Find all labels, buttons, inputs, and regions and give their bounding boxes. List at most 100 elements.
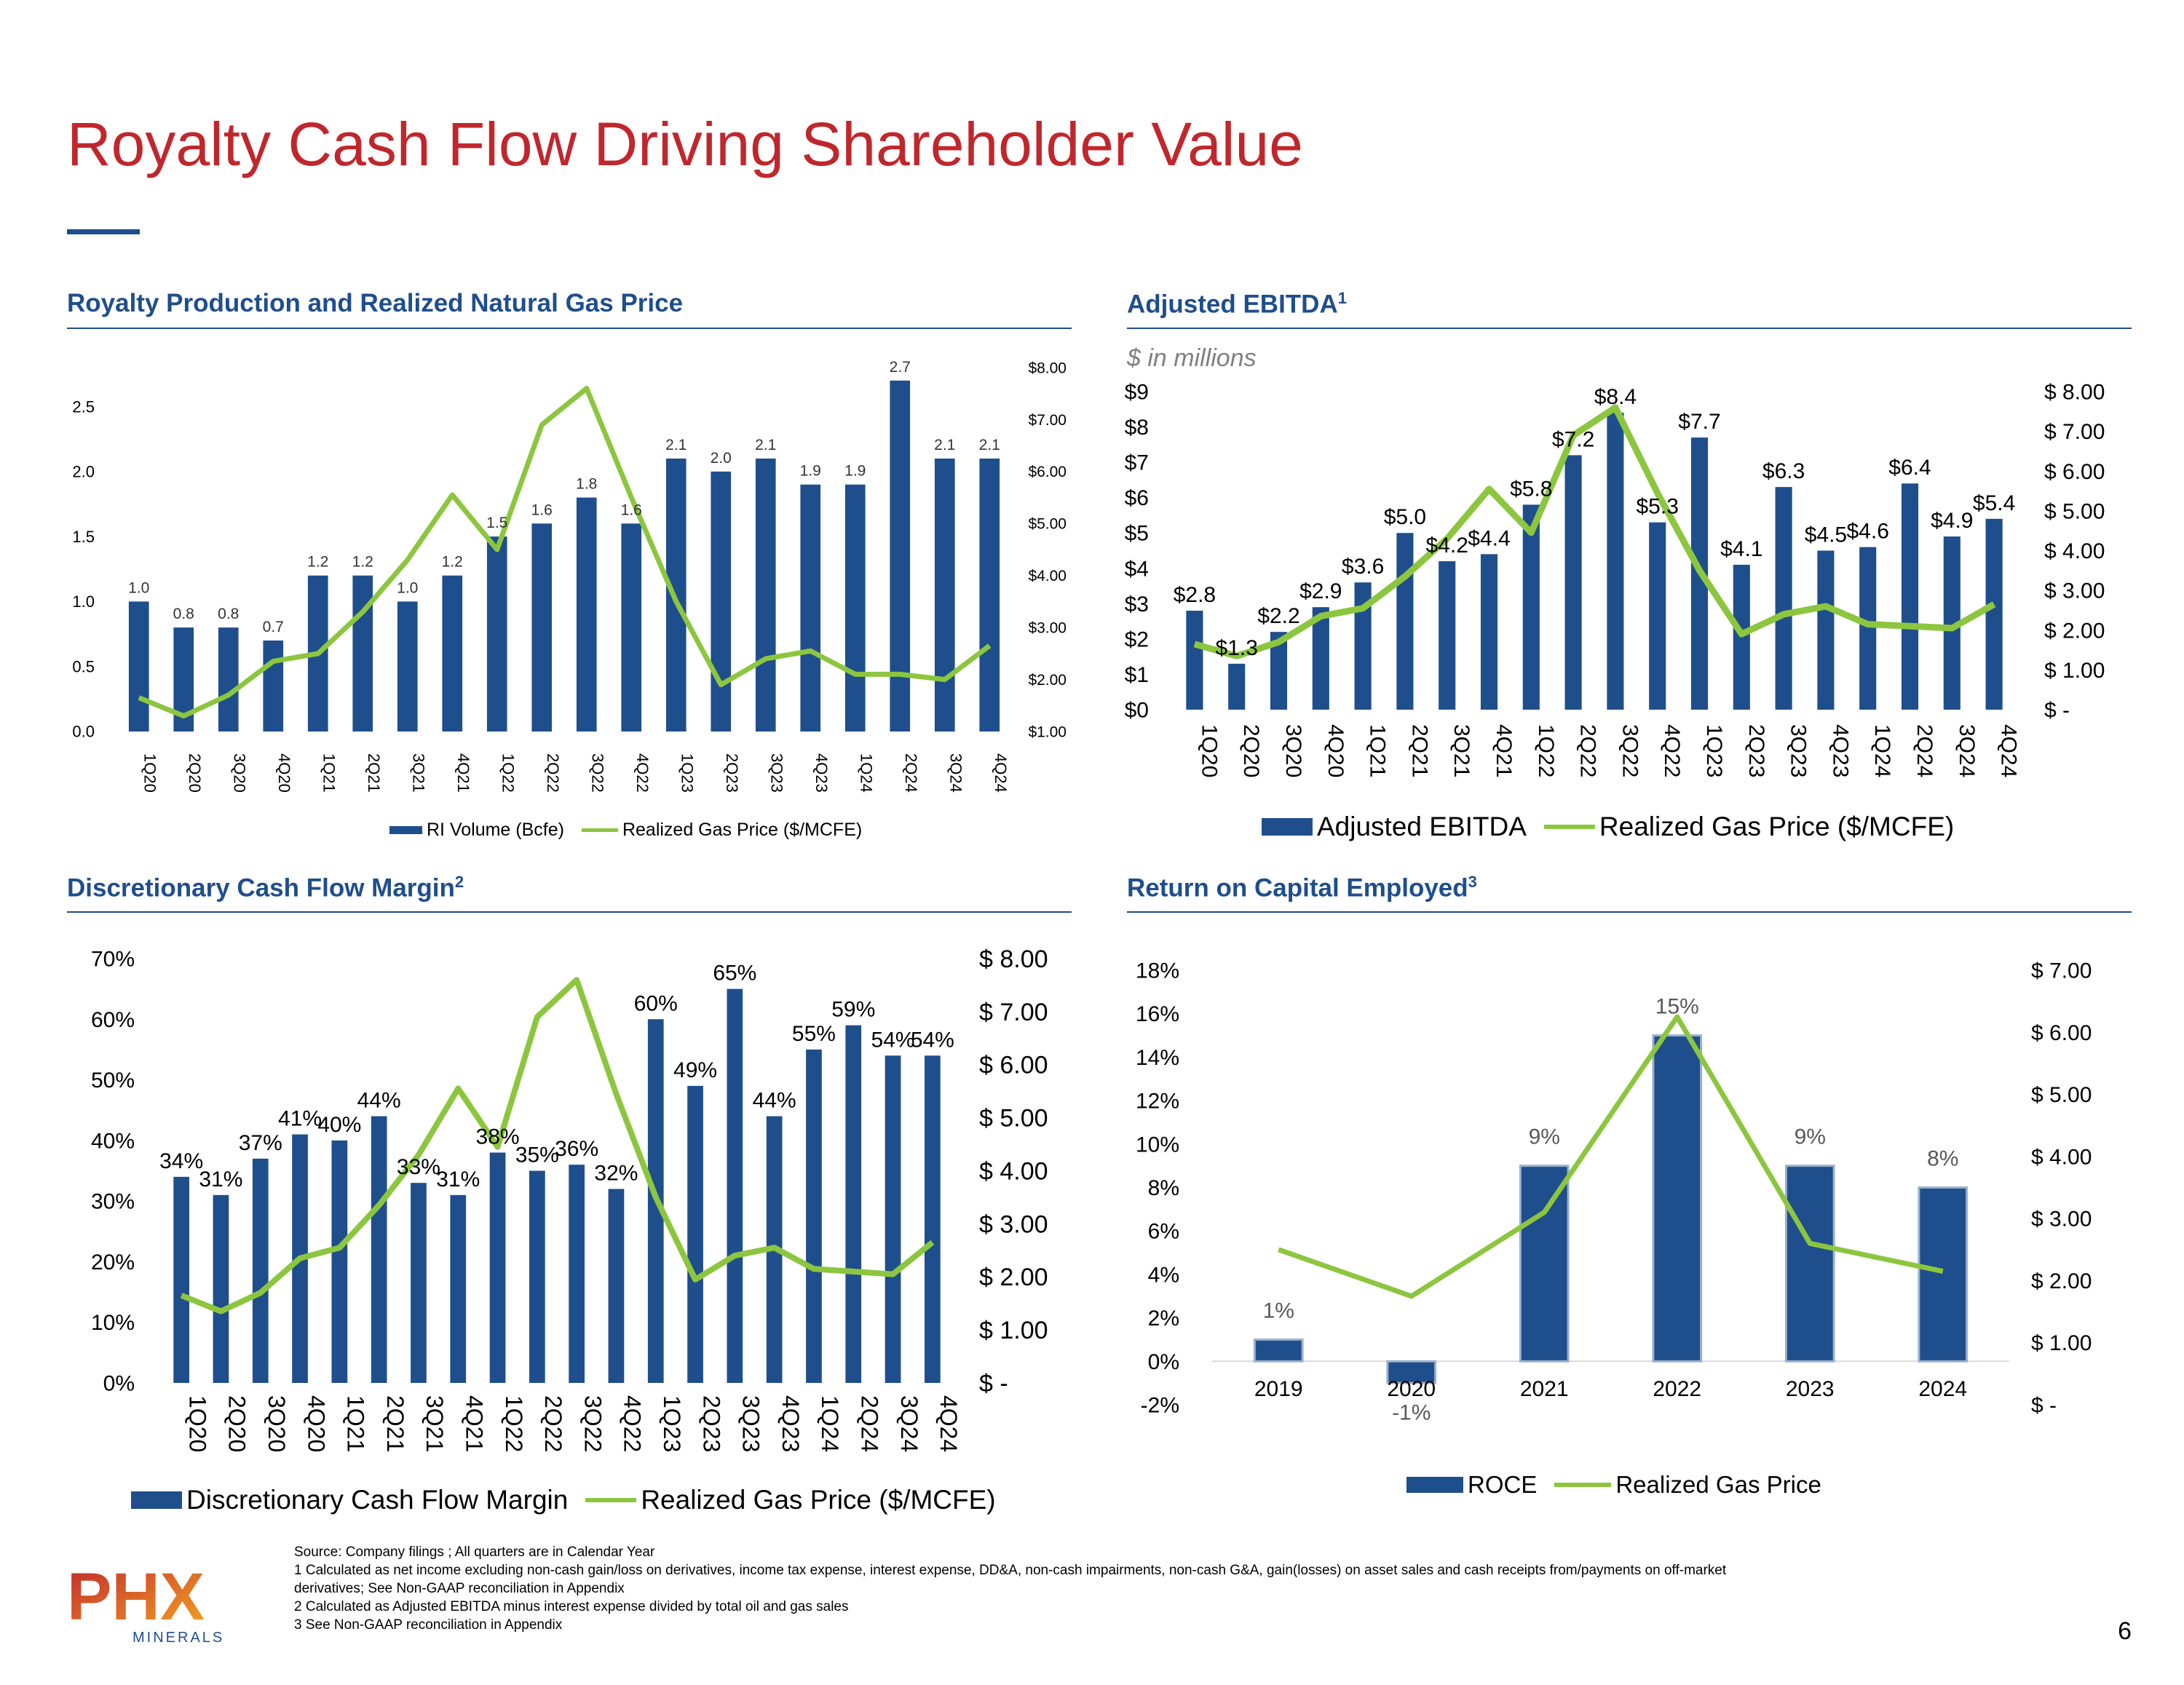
c3-x-tick: 4Q21	[461, 1395, 487, 1452]
c2-bar	[1817, 550, 1835, 710]
chart3-title-rule	[67, 911, 1072, 913]
c3-x-tick: 4Q22	[620, 1395, 646, 1452]
c2-x-tick: 4Q21	[1492, 724, 1516, 777]
c1-data-label: 1.9	[844, 463, 866, 480]
chart2-legend: Adjusted EBITDA Realized Gas Price ($/MC…	[1262, 812, 1971, 842]
c1-bar	[979, 459, 1000, 732]
c2-bar	[1649, 522, 1666, 710]
chart1-title: Royalty Production and Realized Natural …	[67, 289, 684, 317]
c2-data-label: $2.2	[1257, 604, 1299, 628]
c2-data-label: $4.1	[1720, 537, 1762, 561]
c4-x-tick: 2023	[1786, 1377, 1835, 1401]
c1-bar	[263, 641, 284, 732]
c3-x-tick: 2Q21	[382, 1395, 408, 1452]
c1-bar	[800, 484, 821, 732]
c1-y-left-tick: 1.5	[72, 528, 95, 546]
c3-y-left-tick: 0%	[103, 1372, 135, 1396]
c2-bar	[1439, 561, 1456, 710]
c2-x-tick: 2Q21	[1407, 724, 1431, 777]
c2-data-label: $7.2	[1552, 427, 1594, 451]
c2-x-tick: 4Q22	[1660, 724, 1684, 777]
c3-data-label: 55%	[792, 1022, 836, 1046]
c2-data-label: $5.3	[1637, 495, 1679, 519]
c3-bar	[727, 988, 743, 1383]
c3-x-tick: 2Q23	[698, 1395, 724, 1452]
c1-y-left-tick: 2.0	[72, 463, 95, 481]
c2-data-label: $5.0	[1384, 505, 1426, 529]
c3-bar	[608, 1189, 625, 1383]
c2-y-left-tick: $2	[1125, 627, 1149, 651]
chart1-legend-line: Realized Gas Price ($/MCFE)	[581, 820, 862, 841]
c4-y-right-tick: $ 5.00	[2031, 1083, 2092, 1107]
c1-x-tick: 2Q21	[365, 753, 383, 793]
c2-x-tick: 1Q24	[1870, 724, 1894, 777]
c1-data-label: 2.7	[890, 359, 911, 376]
c3-y-right-tick: $ 8.00	[979, 945, 1048, 973]
c4-x-tick: 2022	[1653, 1377, 1701, 1401]
c1-bar	[755, 459, 776, 732]
c4-y-left-tick: 16%	[1136, 1002, 1179, 1026]
c3-data-label: 35%	[515, 1143, 559, 1167]
chart4-title: Return on Capital Employed3	[1127, 873, 1477, 903]
c4-y-right-tick: $ 3.00	[2031, 1208, 2092, 1232]
c1-data-label: 1.2	[307, 554, 328, 571]
c1-data-label: 1.0	[397, 579, 418, 596]
c2-x-tick: 1Q22	[1534, 724, 1558, 777]
c2-y-right-tick: $ 6.00	[2044, 460, 2105, 484]
chart2-legend-bar: Adjusted EBITDA	[1262, 812, 1527, 842]
c1-x-tick: 1Q20	[141, 753, 159, 793]
c3-bar	[173, 1176, 190, 1383]
c4-data-label: -1%	[1392, 1400, 1431, 1424]
c2-bar	[1396, 533, 1414, 710]
c1-data-label: 1.2	[442, 554, 463, 571]
c3-data-label: 54%	[911, 1028, 954, 1052]
c2-data-label: $7.7	[1678, 410, 1720, 434]
c2-x-tick: 3Q21	[1449, 724, 1473, 777]
c1-data-label: 0.8	[173, 606, 194, 622]
c3-x-tick: 3Q23	[738, 1395, 764, 1452]
c1-bar	[621, 523, 642, 732]
c1-data-label: 0.8	[218, 606, 239, 622]
c2-bar	[1480, 554, 1498, 710]
c2-y-right-tick: $ 4.00	[2044, 539, 2105, 563]
c1-data-label: 1.5	[486, 515, 507, 531]
c1-y-left-tick: 0.0	[72, 723, 95, 741]
c2-data-label: $3.6	[1342, 555, 1384, 579]
c1-x-tick: 4Q22	[633, 753, 652, 793]
c3-x-tick: 1Q20	[184, 1395, 210, 1452]
chart3-legend: Discretionary Cash Flow Margin Realized …	[131, 1485, 1013, 1515]
phx-logo: PHX MINERALS	[67, 1560, 249, 1647]
c2-x-tick: 2Q22	[1576, 724, 1600, 777]
c4-y-left-tick: -2%	[1141, 1394, 1179, 1418]
chart3-title: Discretionary Cash Flow Margin2	[67, 873, 464, 903]
c1-bar	[576, 497, 597, 732]
c2-x-tick: 4Q24	[1997, 724, 2021, 777]
c3-y-right-tick: $ 4.00	[979, 1157, 1048, 1185]
chart1-legend-bar: RI Volume (Bcfe)	[389, 820, 564, 841]
c2-y-left-tick: $5	[1125, 522, 1149, 546]
c2-y-right-tick: $ -	[2044, 699, 2070, 723]
c3-data-label: 54%	[871, 1028, 915, 1052]
c1-y-right-tick: $4.00	[1028, 568, 1067, 584]
c3-data-label: 38%	[476, 1125, 520, 1149]
c2-bar	[1564, 455, 1582, 710]
chart1-legend: RI Volume (Bcfe) Realized Gas Price ($/M…	[389, 820, 879, 841]
c2-bar	[1186, 611, 1203, 710]
c4-y-right-tick: $ 1.00	[2031, 1331, 2092, 1355]
c3-data-label: 32%	[594, 1161, 638, 1185]
c2-bar	[1270, 632, 1288, 710]
c2-y-left-tick: $1	[1125, 663, 1149, 687]
chart2-legend-line: Realized Gas Price ($/MCFE)	[1543, 812, 1954, 842]
c3-bar	[845, 1025, 862, 1383]
c3-y-left-tick: 30%	[91, 1190, 135, 1214]
c3-x-tick: 4Q20	[303, 1395, 329, 1452]
c1-bar	[352, 575, 373, 732]
c2-data-label: $1.3	[1216, 636, 1258, 660]
c3-y-right-tick: $ -	[979, 1370, 1008, 1397]
c4-x-tick: 2019	[1254, 1377, 1303, 1401]
c1-data-label: 0.7	[263, 619, 284, 635]
c4-y-right-tick: $ 6.00	[2031, 1021, 2092, 1045]
c3-x-tick: 2Q24	[856, 1395, 882, 1452]
c1-bar	[397, 601, 418, 732]
